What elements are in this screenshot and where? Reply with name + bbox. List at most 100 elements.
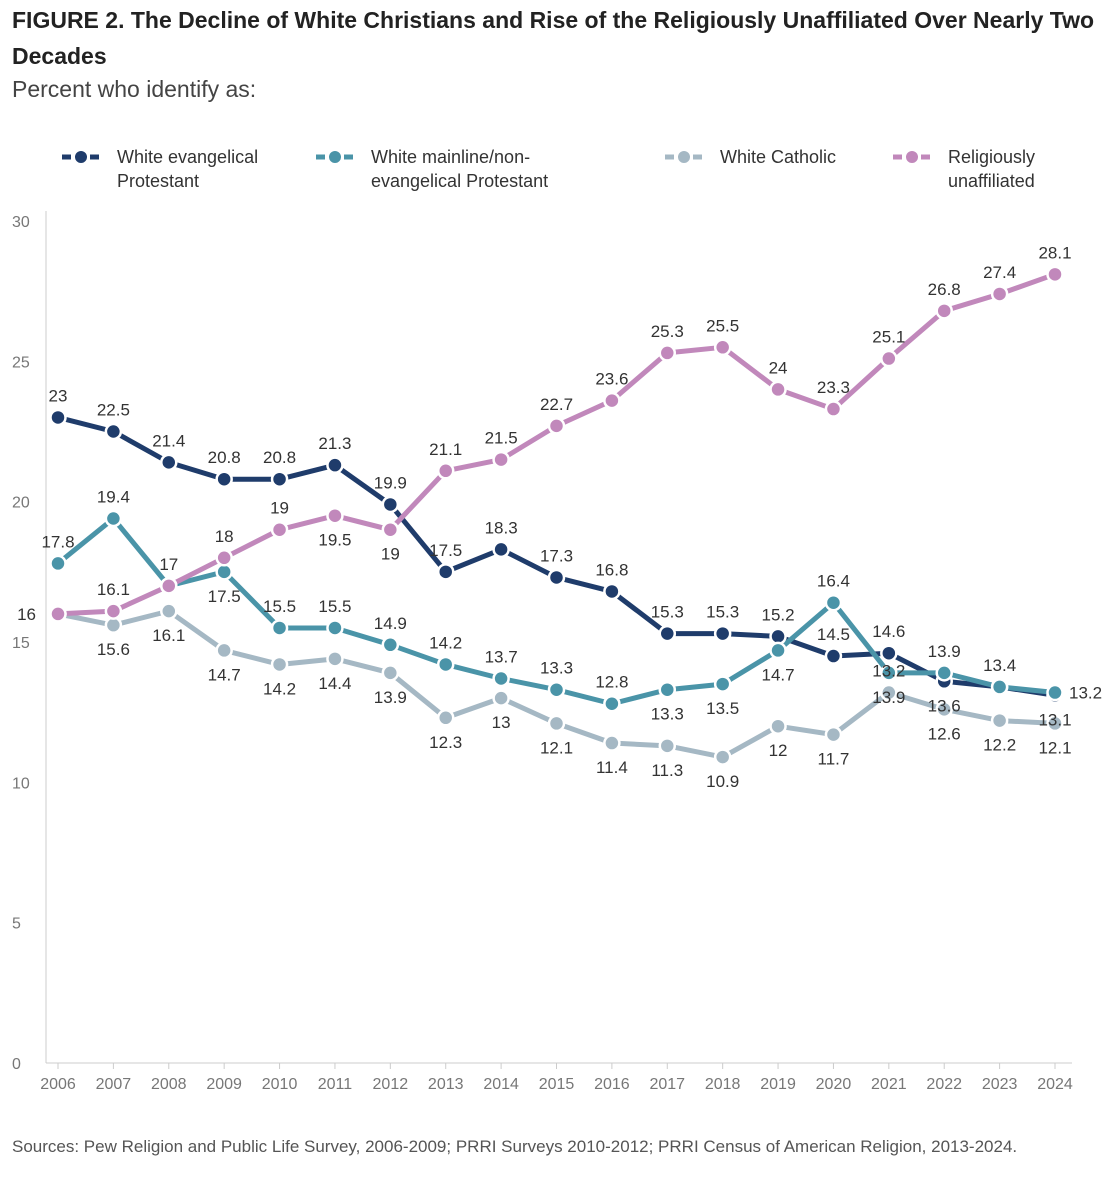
data-point	[492, 689, 510, 707]
data-label: 14.7	[208, 665, 241, 684]
data-point	[658, 737, 677, 755]
data-label: 14.2	[263, 679, 296, 698]
line-chart: 0 5 10 15 20 25 30 2006 2007 2008 2009 2010 2011 2012…	[12, 147, 1102, 1093]
data-label: 22.5	[97, 401, 130, 420]
data-point	[270, 655, 289, 674]
legend-label: Religiously	[948, 147, 1035, 167]
data-point	[1046, 683, 1064, 702]
data-point	[104, 602, 123, 620]
data-point	[990, 285, 1009, 303]
data-label: 25.5	[706, 316, 739, 335]
data-point	[160, 602, 178, 620]
data-point	[824, 647, 843, 665]
data-label: 11.3	[651, 761, 683, 780]
data-point	[1046, 714, 1064, 733]
data-point	[492, 450, 510, 469]
x-tick-label: 2006	[40, 1076, 76, 1093]
data-point	[603, 391, 621, 410]
data-label: 19.5	[318, 531, 351, 550]
data-label: 27.4	[983, 263, 1016, 282]
x-tick-label: 2024	[1037, 1076, 1073, 1093]
data-point	[658, 624, 677, 643]
data-label: 19.9	[374, 473, 407, 492]
x-tick-label: 2018	[705, 1076, 741, 1093]
data-label: 17.5	[208, 587, 241, 606]
data-label: 12.6	[928, 724, 961, 743]
data-label: 13.3	[540, 659, 573, 678]
data-point	[713, 748, 732, 766]
legend-label: unaffiliated	[948, 171, 1035, 191]
data-point	[713, 338, 732, 357]
data-point	[547, 714, 566, 733]
data-label: 17	[159, 555, 178, 574]
data-point	[381, 664, 400, 682]
data-point	[326, 619, 344, 637]
data-point	[769, 717, 787, 735]
data-label: 20.8	[208, 448, 241, 467]
data-label: 26.8	[928, 280, 961, 299]
data-point	[160, 453, 178, 472]
data-label: 18	[215, 527, 234, 546]
data-label: 17.3	[540, 546, 573, 565]
data-label: 14.5	[817, 625, 850, 644]
data-label: 13.9	[374, 688, 407, 707]
data-label: 12.2	[983, 736, 1016, 755]
y-tick-label: 30	[12, 214, 30, 231]
data-label: 12.8	[595, 673, 628, 692]
data-point	[104, 616, 123, 634]
data-label: 15.2	[762, 605, 795, 624]
legend-swatch-marker	[73, 149, 89, 165]
data-point	[880, 683, 898, 702]
source-note: Sources: Pew Religion and Public Life Su…	[12, 1137, 1018, 1156]
data-point	[49, 408, 67, 427]
data-point	[326, 456, 344, 474]
data-label: 19	[381, 545, 400, 564]
data-point	[270, 520, 289, 539]
legend-swatch-marker	[327, 149, 343, 165]
data-point	[990, 711, 1009, 730]
data-point	[658, 680, 677, 699]
data-point	[935, 664, 953, 682]
data-label: 18.3	[485, 518, 518, 537]
legend-label: White mainline/non-	[371, 147, 530, 167]
x-tick-label: 2010	[262, 1076, 298, 1093]
data-point	[935, 302, 953, 320]
data-point	[935, 700, 953, 719]
x-tick-label: 2015	[539, 1076, 575, 1093]
data-label: 16.8	[595, 560, 628, 579]
data-label: 16.1	[152, 626, 185, 645]
data-point	[603, 734, 621, 752]
data-label: 15.5	[318, 597, 351, 616]
x-tick-label: 2022	[926, 1076, 962, 1093]
x-tick-label: 2009	[206, 1076, 242, 1093]
data-point	[658, 344, 677, 362]
data-point	[1046, 265, 1064, 284]
data-label: 13.1	[1038, 710, 1071, 729]
data-point	[547, 680, 566, 699]
data-label: 21.5	[485, 429, 518, 448]
data-label: 12.1	[1038, 738, 1071, 757]
data-point	[769, 627, 787, 646]
data-label: 13.9	[928, 642, 961, 661]
data-label: 23.6	[595, 370, 628, 389]
chart-title: FIGURE 2. The Decline of White Christian…	[12, 7, 1095, 69]
data-label: 25.3	[651, 322, 684, 341]
data-label: 15.5	[263, 597, 296, 616]
data-point	[104, 422, 123, 441]
data-point	[436, 462, 455, 480]
data-point	[326, 506, 344, 525]
data-point	[270, 619, 289, 637]
data-label: 10.9	[706, 772, 739, 791]
data-point	[880, 664, 898, 682]
data-label: 20.8	[263, 448, 296, 467]
data-point	[713, 624, 732, 643]
data-label: 14.7	[762, 665, 795, 684]
data-point	[824, 725, 843, 744]
data-label: 23	[49, 386, 68, 405]
data-point	[215, 641, 233, 660]
data-point	[769, 380, 787, 399]
data-point	[215, 470, 233, 488]
data-point	[990, 678, 1009, 696]
data-point	[492, 540, 510, 559]
y-tick-label: 25	[12, 354, 30, 371]
